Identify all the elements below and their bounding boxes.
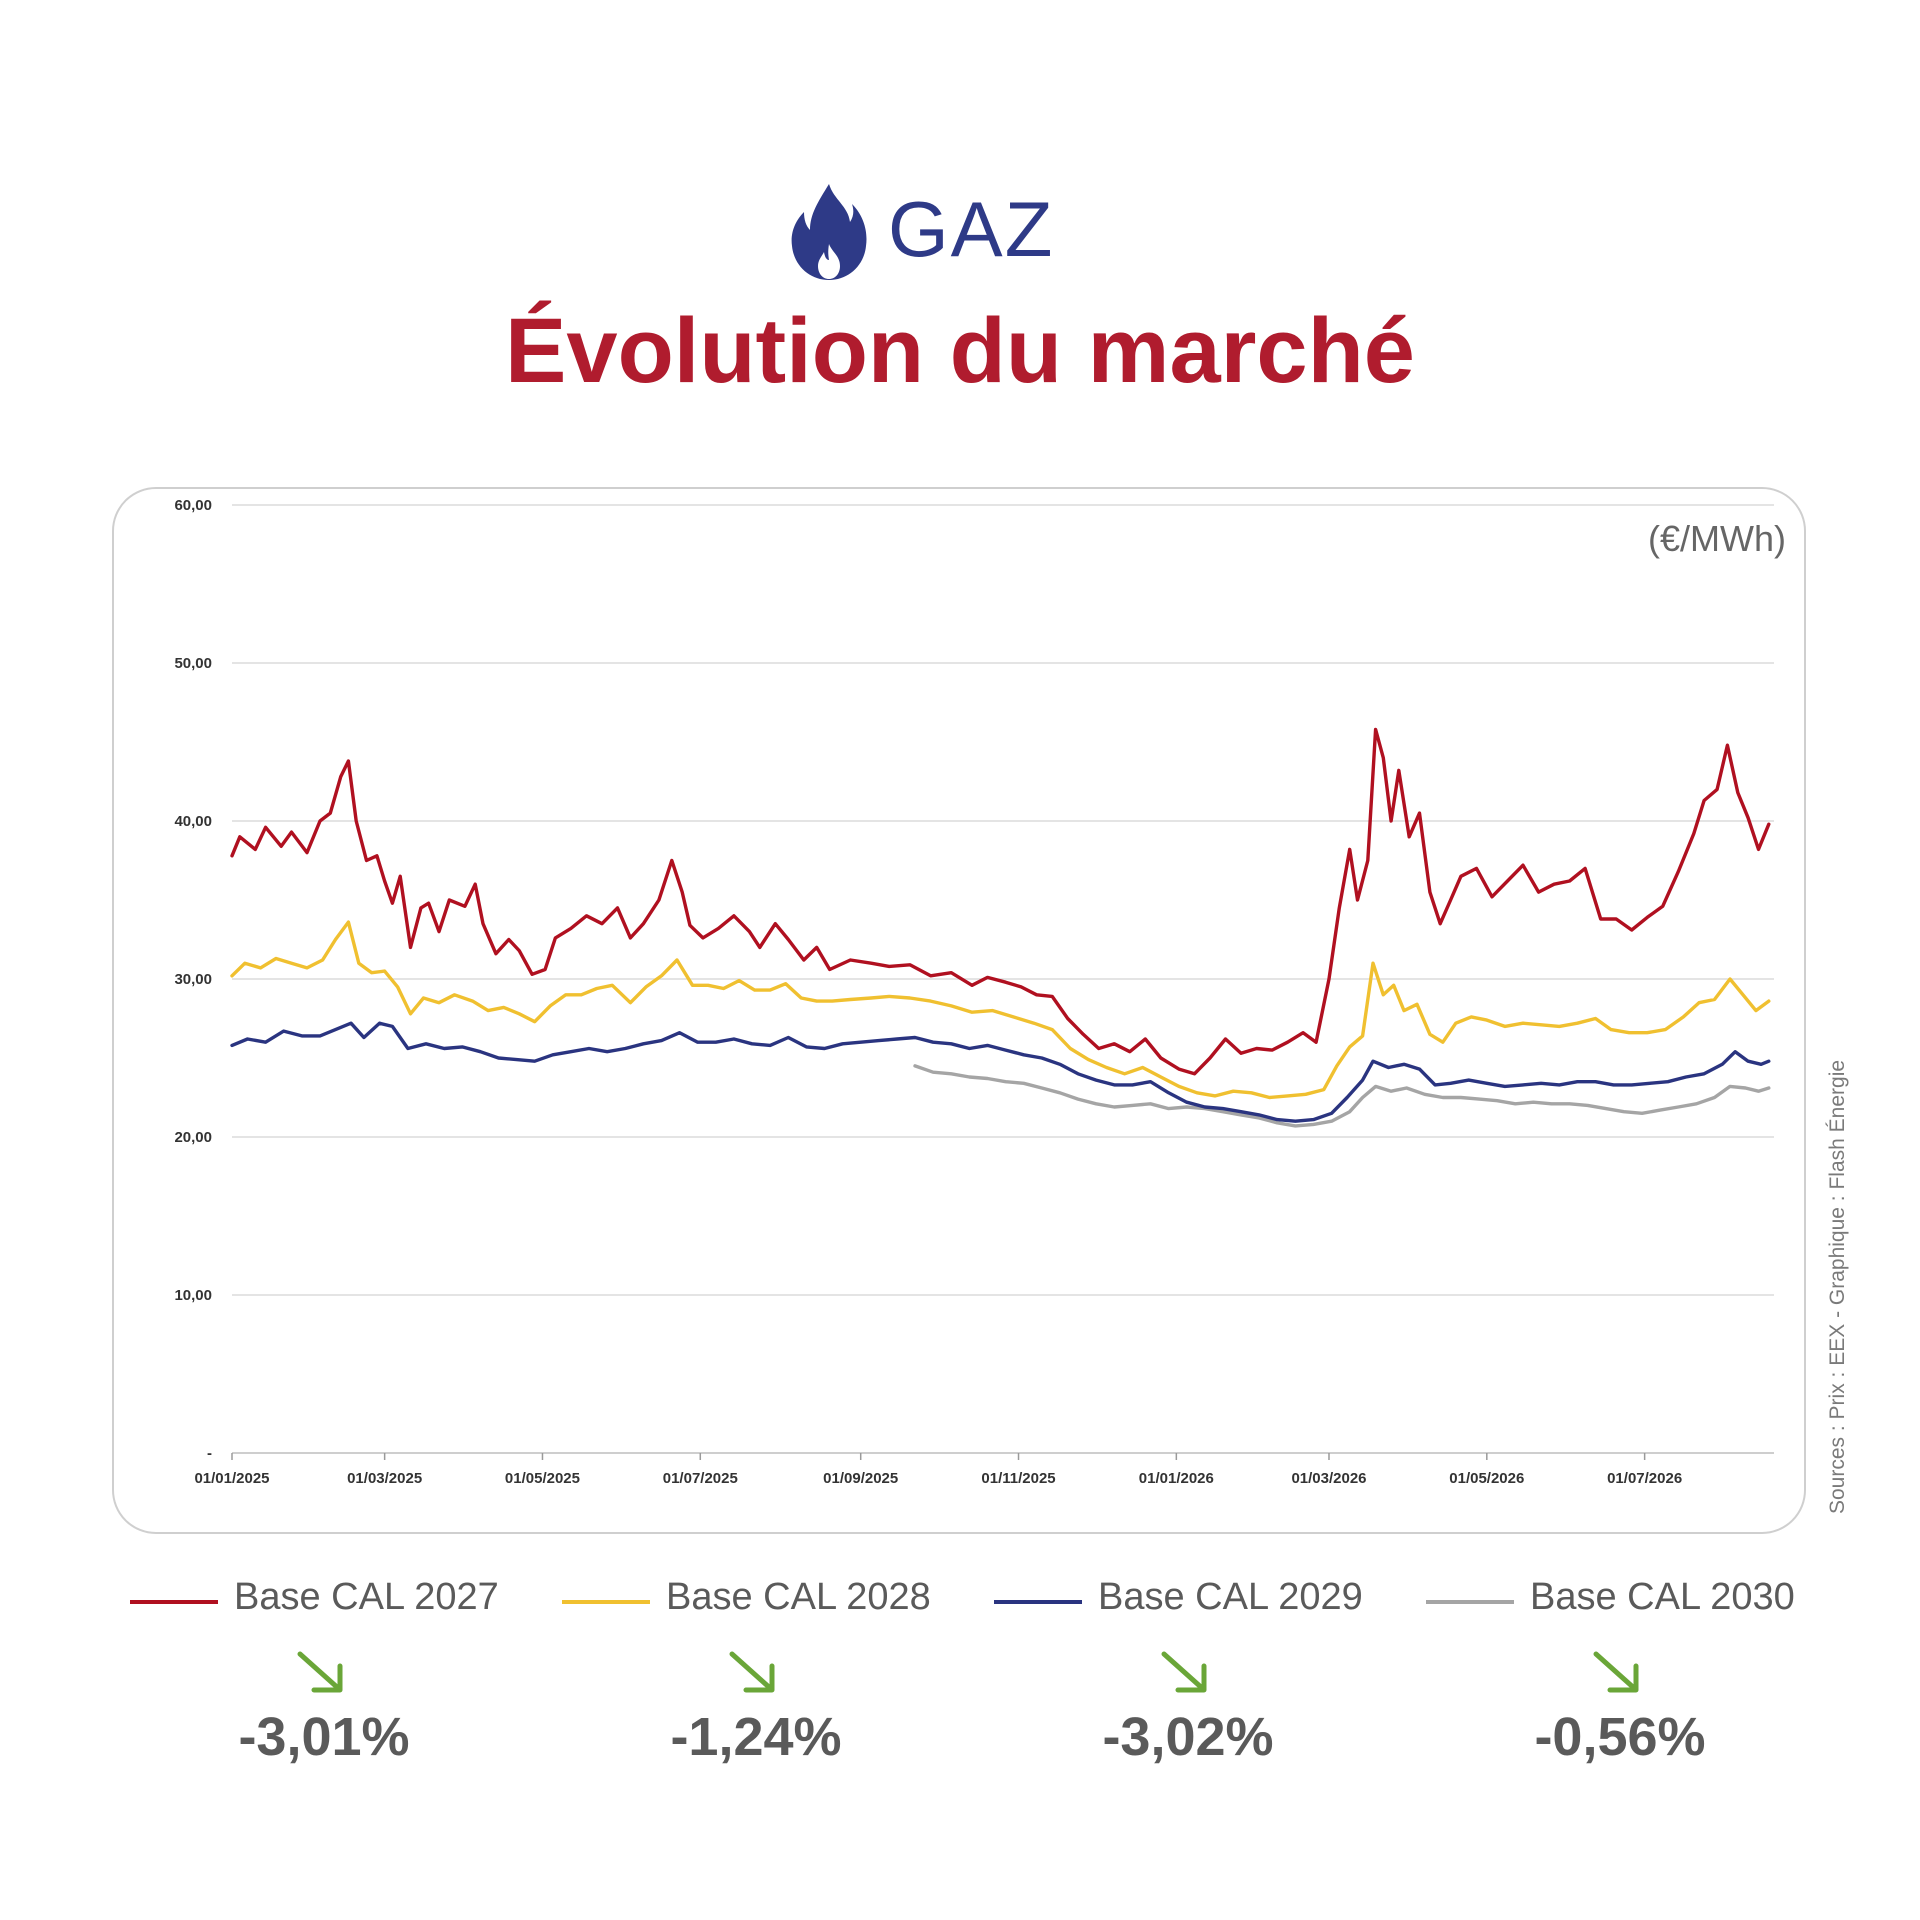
x-tick-label: 01/03/2025	[347, 1470, 422, 1487]
x-tick-label: 01/05/2026	[1449, 1470, 1524, 1487]
y-tick-label: 50,00	[174, 655, 212, 672]
legend: Base CAL 2027 Base CAL 2028 Base CAL 202…	[0, 1572, 1920, 1662]
unit-label: (€/MWh)	[1648, 518, 1786, 559]
change-cal2028: -1,24%	[606, 1648, 906, 1768]
down-arrow-icon	[729, 1651, 775, 1693]
source-label: Sources : Prix : EEX - Graphique : Flash…	[1826, 1059, 1849, 1514]
legend-swatch	[1426, 1600, 1514, 1604]
y-tick-label: 10,00	[174, 1287, 212, 1304]
x-tick-label: 01/03/2026	[1291, 1470, 1366, 1487]
legend-swatch	[994, 1600, 1082, 1604]
change-value: -3,02%	[1102, 1707, 1274, 1767]
x-tick-label: 01/01/2026	[1139, 1470, 1214, 1487]
x-tick-label: 01/01/2025	[194, 1470, 269, 1487]
down-arrow-icon	[1161, 1651, 1207, 1693]
legend-label: Base CAL 2027	[234, 1576, 499, 1618]
header: GAZ	[0, 170, 1920, 290]
y-tick-label: -	[207, 1445, 212, 1462]
down-arrow-icon	[1593, 1651, 1639, 1693]
y-tick-label: 60,00	[174, 497, 212, 514]
change-cal2030: -0,56%	[1470, 1648, 1770, 1768]
change-value: -3,01%	[238, 1707, 410, 1767]
down-arrow-icon	[297, 1651, 343, 1693]
section-label: GAZ	[888, 185, 1055, 273]
x-tick-label: 01/11/2025	[981, 1470, 1055, 1487]
x-tick-label: 01/05/2025	[505, 1470, 580, 1487]
x-tick-label: 01/07/2026	[1607, 1470, 1682, 1487]
legend-label: Base CAL 2030	[1530, 1576, 1795, 1618]
change-cal2029: -3,02%	[1038, 1648, 1338, 1768]
flame-icon	[791, 184, 867, 280]
series-line-base-cal-2029	[230, 1021, 1771, 1123]
legend-label: Base CAL 2028	[666, 1576, 931, 1618]
legend-swatch	[130, 1600, 218, 1604]
series-line-base-cal-2027	[230, 727, 1771, 1076]
change-value: -0,56%	[1534, 1707, 1706, 1767]
legend-swatch	[562, 1600, 650, 1604]
series-line-base-cal-2028	[230, 920, 1771, 1100]
y-tick-label: 30,00	[174, 971, 212, 988]
series-line-base-cal-2030	[913, 1064, 1771, 1128]
page-title: Évolution du marché	[505, 300, 1415, 402]
change-value: -1,24%	[670, 1707, 842, 1767]
legend-label: Base CAL 2029	[1098, 1576, 1363, 1618]
y-tick-label: 20,00	[174, 1129, 212, 1146]
x-tick-label: 01/09/2025	[823, 1470, 898, 1487]
x-tick-label: 01/07/2025	[663, 1470, 738, 1487]
y-tick-label: 40,00	[174, 813, 212, 830]
chart-frame	[112, 487, 1806, 1534]
change-cal2027: -3,01%	[174, 1648, 474, 1768]
